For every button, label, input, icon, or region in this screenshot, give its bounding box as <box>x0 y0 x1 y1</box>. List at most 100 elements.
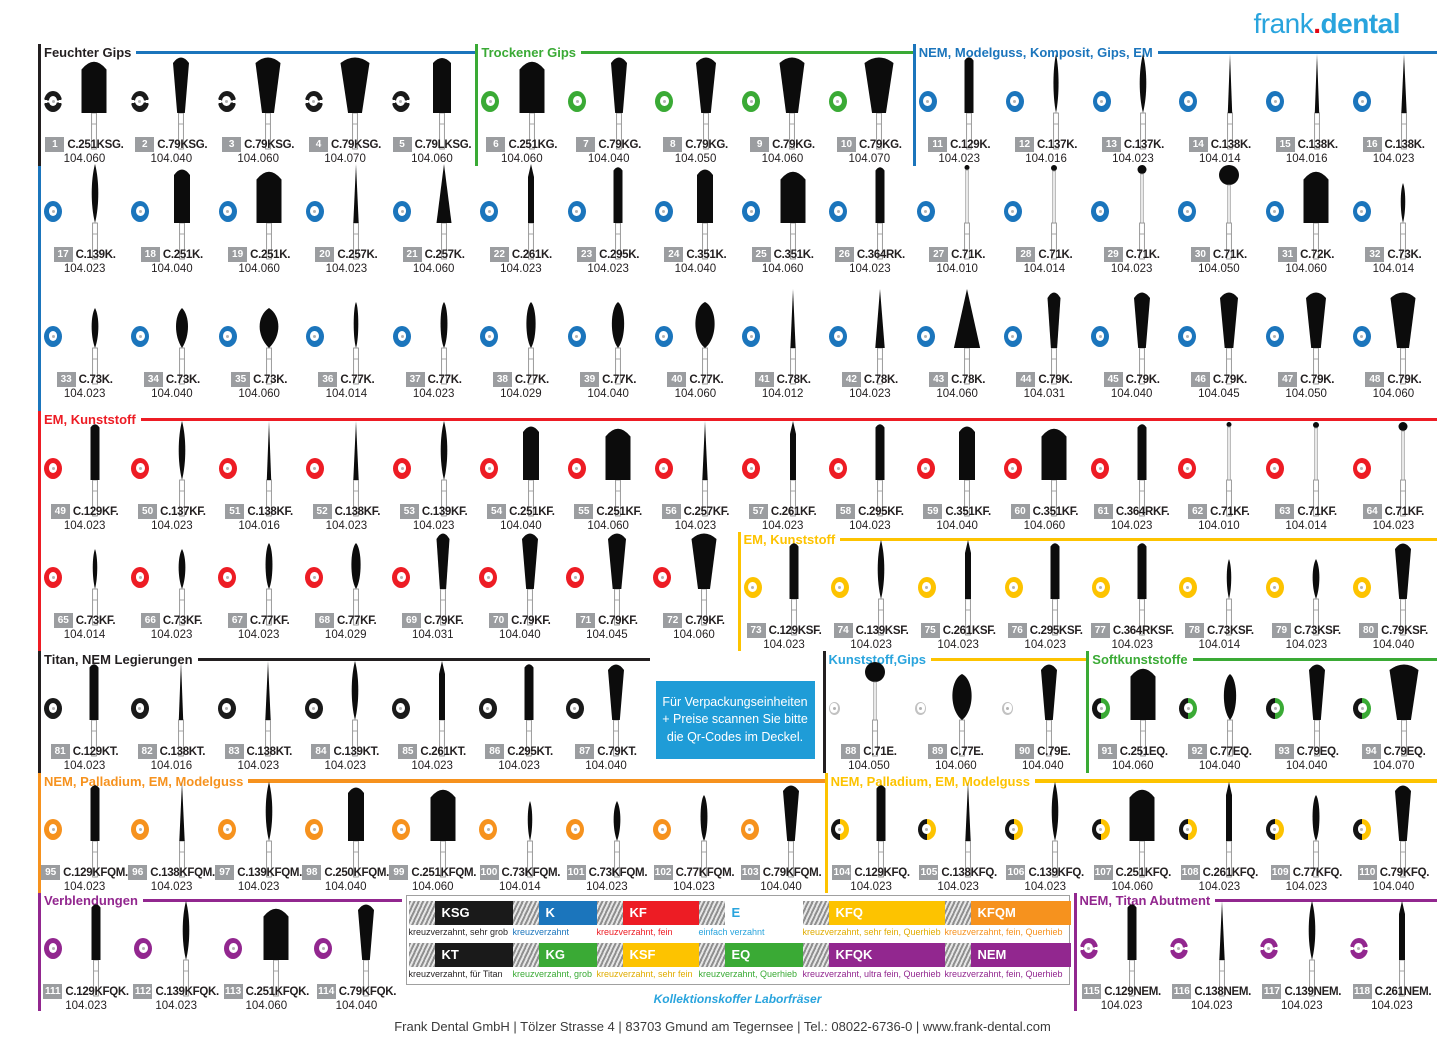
bur-silhouette-icon <box>965 540 972 636</box>
bur-icon <box>760 51 825 151</box>
bur-icon <box>1188 898 1256 998</box>
item-size: 104.060 <box>1111 881 1154 893</box>
bur-item: 26 C.364RK. 104.023 <box>826 167 913 291</box>
bur-item: 14 C.138K. 104.014 <box>1176 54 1263 166</box>
item-code: C.79K. <box>1038 373 1073 386</box>
item-number-badge: 30 <box>1190 247 1210 262</box>
bur-item: 66 C.73KF. 104.023 <box>128 539 215 651</box>
item-size: 104.040 <box>1372 639 1415 651</box>
bur-visual <box>312 904 400 997</box>
bur-silhouette-icon <box>1395 543 1412 636</box>
item-number-badge: 102 <box>653 865 673 880</box>
item-number-badge: 114 <box>316 984 336 999</box>
bur-visual <box>564 533 649 626</box>
bur-icon <box>935 161 1000 261</box>
color-ring-icon <box>479 818 498 840</box>
item-size: 104.023 <box>63 263 106 275</box>
item-number-badge: 59 <box>923 504 943 519</box>
section-rule <box>248 779 825 783</box>
item-number-badge: 64 <box>1362 504 1382 519</box>
item-number-badge: 9 <box>750 137 770 152</box>
color-ring-icon <box>393 200 411 222</box>
bur-visual <box>1264 171 1349 260</box>
bur-icon <box>62 418 127 518</box>
bur-icon <box>149 527 214 627</box>
bur-texture-icon <box>408 943 435 967</box>
bur-icon <box>1196 161 1261 261</box>
item-size: 104.023 <box>1285 639 1328 651</box>
bur-item: 81 C.129KT. 104.023 <box>41 664 128 773</box>
bur-icon <box>324 286 389 386</box>
item-code: C.71K. <box>1125 248 1160 261</box>
bur-silhouette-icon <box>91 904 101 997</box>
item-number-badge: 21 <box>402 247 422 262</box>
bur-item: 7 C.79KG. 104.040 <box>565 57 652 166</box>
bur-item: 17 C.139K. 104.023 <box>41 164 128 291</box>
legend-code: NEM <box>970 943 1071 967</box>
item-code: C.73K. <box>165 373 200 386</box>
item-size: 104.023 <box>412 520 455 532</box>
bur-silhouette-icon <box>1226 782 1233 878</box>
section-header-nem-palladium-em-modelguss-gelb: NEM, Palladium, EM, Modelguss <box>828 773 1437 789</box>
qr-info-box: Für Verpackungseinheiten + Preise scannen… <box>655 681 815 759</box>
item-code: C.72K. <box>1300 248 1335 261</box>
bur-silhouette-icon <box>695 57 716 150</box>
item-number-badge: 27 <box>929 247 949 262</box>
bur-item: 4 C.79KSG. 104.070 <box>302 57 389 166</box>
section-rule <box>136 50 476 55</box>
bur-item: 35 C.73K. 104.060 <box>216 298 303 411</box>
bur-icon <box>759 779 824 879</box>
item-code: C.251K. <box>162 248 203 261</box>
bur-item: 118 C.261NEM. 104.023 <box>1347 901 1437 1012</box>
item-code: C.79KSG. <box>331 138 382 151</box>
bur-icon <box>1368 898 1436 998</box>
color-ring-icon <box>1005 90 1024 112</box>
bur-visual <box>391 164 476 260</box>
item-number-badge: 26 <box>834 247 854 262</box>
bur-silhouette-icon <box>259 308 279 385</box>
item-number-badge: 88 <box>841 744 861 759</box>
bur-icon <box>497 527 562 627</box>
legend-desc: kreuzverzahnt, ultra fein, Querhieb <box>802 969 941 979</box>
bur-visual <box>916 540 1001 636</box>
color-ring-icon <box>1178 457 1197 479</box>
item-size: 104.060 <box>1023 520 1066 532</box>
color-ring-icon <box>305 457 324 479</box>
bur-item: 31 C.72K. 104.060 <box>1263 171 1350 291</box>
bur-icon <box>926 658 998 758</box>
bur-item: 47 C.79K. 104.050 <box>1263 292 1350 411</box>
bur-visual <box>1176 422 1261 517</box>
bur-visual <box>216 57 301 150</box>
item-code: C.79KG. <box>685 138 728 151</box>
item-size: 104.040 <box>674 263 717 275</box>
bur-silhouette-icon <box>527 164 534 260</box>
item-code: C.364RKSF. <box>1112 624 1174 637</box>
item-code: C.79EQ. <box>1383 745 1426 758</box>
color-ring-icon <box>304 90 323 112</box>
color-ring-icon <box>1003 457 1022 479</box>
color-ring-icon <box>1091 457 1109 479</box>
bur-silhouette-icon <box>91 164 98 260</box>
color-ring-icon <box>917 576 936 598</box>
item-number-badge: 29 <box>1103 247 1123 262</box>
bur-item: 52 C.138KF. 104.023 <box>303 421 390 532</box>
bur-item: 40 C.77K. 104.060 <box>652 298 739 411</box>
item-number-badge: 7 <box>576 137 596 152</box>
item-code: C.79KFQK. <box>338 985 397 998</box>
item-code: C.71K. <box>1038 248 1073 261</box>
bur-icon <box>849 779 914 879</box>
info-box-line: die Qr-Codes im Deckel. <box>666 729 804 744</box>
item-size: 104.016 <box>238 520 280 532</box>
bur-icon <box>1109 418 1174 518</box>
legend-code: KSG <box>434 901 513 925</box>
color-ring-icon <box>567 200 586 222</box>
bur-silhouette-icon <box>182 901 190 997</box>
item-number-badge: 52 <box>312 504 332 519</box>
bur-icon <box>1110 658 1175 758</box>
color-ring-icon <box>655 90 674 112</box>
bur-item: 86 C.295KT. 104.023 <box>476 664 563 773</box>
bur-item: 20 C.257K. 104.023 <box>303 164 390 291</box>
item-number-badge: 51 <box>225 504 245 519</box>
item-code: C.129KSF. <box>768 624 822 637</box>
section-label: NEM, Palladium, EM, Modelguss <box>830 773 1030 789</box>
